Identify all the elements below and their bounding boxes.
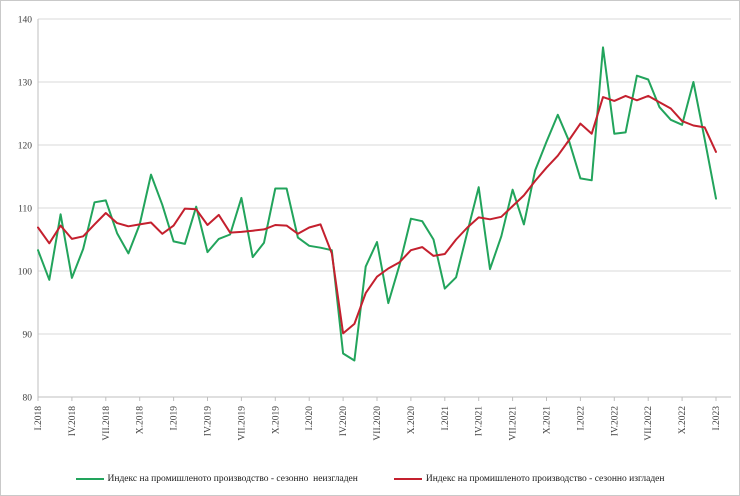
svg-text:100: 100 bbox=[18, 268, 33, 278]
svg-text:VII.2021: VII.2021 bbox=[509, 406, 519, 441]
svg-text:80: 80 bbox=[23, 394, 33, 404]
unadjusted-series-swatch bbox=[75, 477, 104, 481]
svg-text:VII.2019: VII.2019 bbox=[237, 406, 247, 441]
svg-text:X.2018: X.2018 bbox=[136, 406, 146, 434]
svg-text:130: 130 bbox=[18, 79, 33, 89]
svg-text:X.2019: X.2019 bbox=[271, 406, 281, 434]
svg-text:I.2021: I.2021 bbox=[441, 406, 451, 431]
svg-text:IV.2021: IV.2021 bbox=[475, 406, 485, 436]
svg-text:IV.2020: IV.2020 bbox=[339, 406, 349, 436]
legend-item-unadjusted: Индекс на промишленото производство - се… bbox=[75, 474, 358, 484]
svg-text:X.2020: X.2020 bbox=[407, 406, 417, 434]
line-chart: 80 90 100 110 120 130 140 I.2018 IV.2018 VII.2018… bbox=[18, 16, 731, 441]
svg-text:110: 110 bbox=[18, 205, 32, 215]
svg-text:140: 140 bbox=[18, 16, 33, 26]
svg-text:IV.2022: IV.2022 bbox=[610, 406, 620, 436]
svg-text:I.2023: I.2023 bbox=[712, 406, 722, 431]
svg-text:IV.2019: IV.2019 bbox=[204, 406, 214, 436]
svg-text:VII.2018: VII.2018 bbox=[102, 406, 112, 441]
svg-text:X.2021: X.2021 bbox=[543, 406, 553, 434]
unadjusted-series-label: Индекс на промишленото производство - се… bbox=[107, 474, 358, 484]
svg-text:VII.2020: VII.2020 bbox=[373, 406, 383, 441]
svg-text:IV.2018: IV.2018 bbox=[68, 406, 78, 436]
adjusted-series-label: Индекс на промишленото производство - се… bbox=[425, 474, 665, 484]
svg-text:VII.2022: VII.2022 bbox=[644, 406, 654, 441]
svg-text:I.2022: I.2022 bbox=[576, 406, 586, 431]
svg-text:I.2019: I.2019 bbox=[170, 406, 180, 431]
svg-text:I.2018: I.2018 bbox=[34, 406, 44, 431]
svg-text:90: 90 bbox=[23, 331, 33, 341]
adjusted-series-swatch bbox=[393, 477, 422, 481]
svg-text:X.2022: X.2022 bbox=[678, 406, 688, 434]
legend-item-adjusted: Индекс на промишленото производство - се… bbox=[393, 474, 665, 484]
chart-legend: Индекс на промишленото производство - се… bbox=[0, 474, 740, 484]
svg-text:120: 120 bbox=[18, 142, 33, 152]
svg-text:I.2020: I.2020 bbox=[305, 406, 315, 431]
